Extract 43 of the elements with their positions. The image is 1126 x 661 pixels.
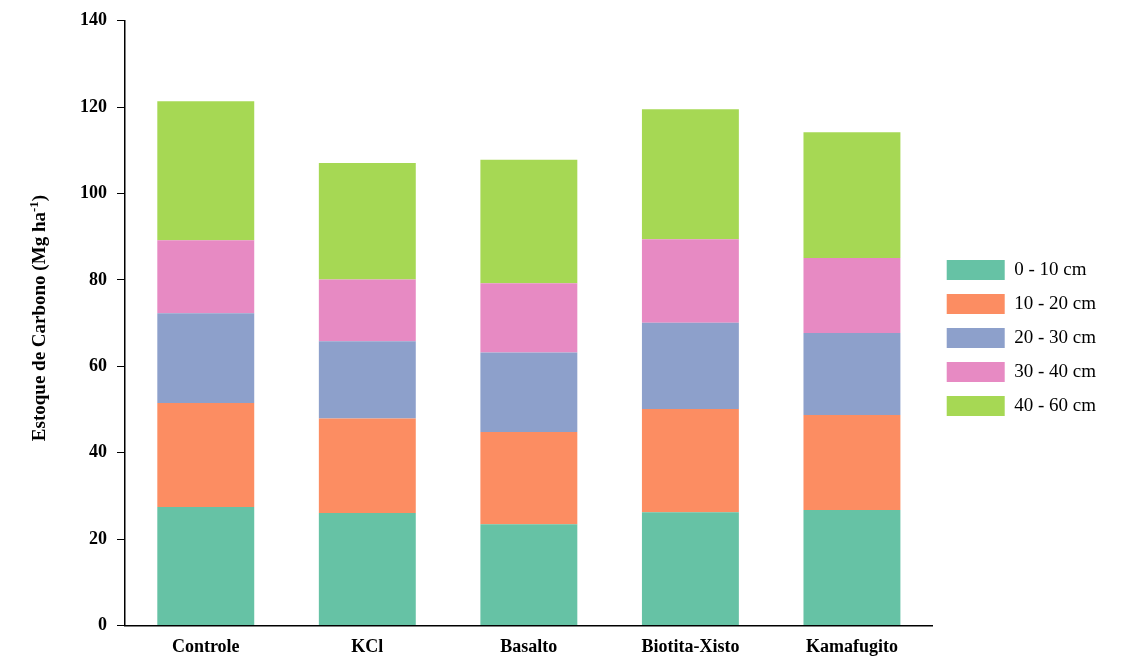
bar (157, 240, 255, 314)
x-tick-label: Biotita-Xisto (641, 635, 740, 656)
bar (803, 415, 901, 511)
bar (641, 409, 739, 513)
y-tick-label: 60 (89, 354, 107, 375)
legend-label: 30 - 40 cm (1014, 359, 1097, 381)
bar (318, 513, 416, 625)
bar (157, 507, 255, 625)
bar (157, 101, 255, 241)
y-tick-label: 100 (80, 182, 107, 203)
bar (480, 283, 578, 353)
bar (318, 341, 416, 419)
bar (641, 322, 739, 410)
bar (480, 524, 578, 625)
bar (157, 313, 255, 403)
bar (480, 159, 578, 284)
bar (803, 257, 901, 334)
x-tick-label: KCl (351, 635, 384, 656)
bar (318, 279, 416, 342)
bar (480, 431, 578, 525)
y-tick-label: 40 (89, 441, 107, 462)
bar (803, 333, 901, 416)
y-tick-label: 20 (89, 527, 107, 548)
legend-label: 20 - 30 cm (1014, 325, 1097, 347)
bar (641, 512, 739, 625)
bar (641, 239, 739, 323)
legend-label: 40 - 60 cm (1014, 393, 1097, 415)
bar (803, 510, 901, 625)
y-tick-label: 140 (80, 9, 107, 30)
legend-label: 0 - 10 cm (1014, 257, 1087, 279)
y-tick-label: 80 (89, 268, 107, 289)
bar (318, 162, 416, 280)
bar (803, 132, 901, 258)
bar (318, 418, 416, 514)
legend-label: 10 - 20 cm (1014, 291, 1097, 313)
x-tick-label: Kamafugito (805, 635, 898, 656)
y-tick-label: 120 (80, 95, 107, 116)
x-tick-label: Controle (171, 635, 240, 656)
bar (157, 402, 255, 508)
x-tick-label: Basalto (500, 635, 558, 656)
bar (641, 109, 739, 240)
y-tick-label: 0 (98, 614, 107, 635)
bar (480, 352, 578, 432)
